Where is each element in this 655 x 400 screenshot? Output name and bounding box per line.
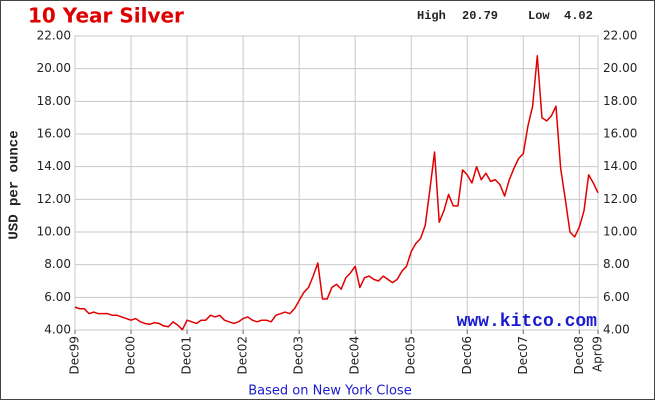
x-tick-label: Dec08	[572, 336, 586, 375]
y2-tick-label: 8.00	[603, 257, 630, 271]
high-low: High 20.79 Low 4.02	[417, 9, 593, 23]
price-line	[74, 55, 599, 331]
x-tick-label: Apr09	[591, 336, 605, 372]
low-value: 4.02	[564, 9, 593, 23]
y-tick-label: 16.00	[37, 127, 71, 141]
x-tick-label: Dec07	[516, 336, 530, 375]
y2-tick-label: 22.00	[603, 29, 637, 43]
x-tick-label: Dec04	[348, 336, 362, 375]
y-tick-label: 10.00	[37, 225, 71, 239]
y-tick-label: 18.00	[37, 94, 71, 108]
y2-tick-label: 20.00	[603, 61, 637, 75]
y2-tick-label: 18.00	[603, 94, 637, 108]
y-tick-label: 22.00	[37, 29, 71, 43]
watermark: www.kitco.com	[457, 312, 598, 332]
x-tick-label: Dec03	[292, 336, 306, 375]
y2-tick-label: 14.00	[603, 159, 637, 173]
y-tick-label: 6.00	[44, 290, 71, 304]
footer: Based on New York Close	[248, 384, 411, 399]
y2-tick-label: 12.00	[603, 192, 637, 206]
y-tick-label: 4.00	[44, 323, 71, 337]
y-tick-label: 12.00	[37, 192, 71, 206]
x-tick-label: Dec05	[404, 336, 418, 375]
y2-tick-label: 6.00	[603, 290, 630, 304]
x-tick-label: Dec99	[68, 336, 82, 375]
y2-tick-label: 16.00	[603, 127, 637, 141]
chart-title: 10 Year Silver	[28, 4, 184, 28]
low-label: Low	[528, 9, 550, 23]
y2-tick-label: 4.00	[603, 323, 630, 337]
y-axis-label: USD per ounce	[7, 130, 23, 239]
x-tick-label: Dec01	[180, 336, 194, 375]
y-tick-label: 14.00	[37, 159, 71, 173]
x-tick-label: Dec06	[460, 336, 474, 375]
x-tick-label: Dec02	[236, 336, 250, 375]
high-value: 20.79	[462, 9, 498, 23]
high-label: High	[417, 9, 446, 23]
y-tick-label: 20.00	[37, 61, 71, 75]
y-tick-label: 8.00	[44, 257, 71, 271]
plot-area	[74, 35, 599, 331]
y2-tick-label: 10.00	[603, 225, 637, 239]
x-tick-label: Dec00	[124, 336, 138, 375]
